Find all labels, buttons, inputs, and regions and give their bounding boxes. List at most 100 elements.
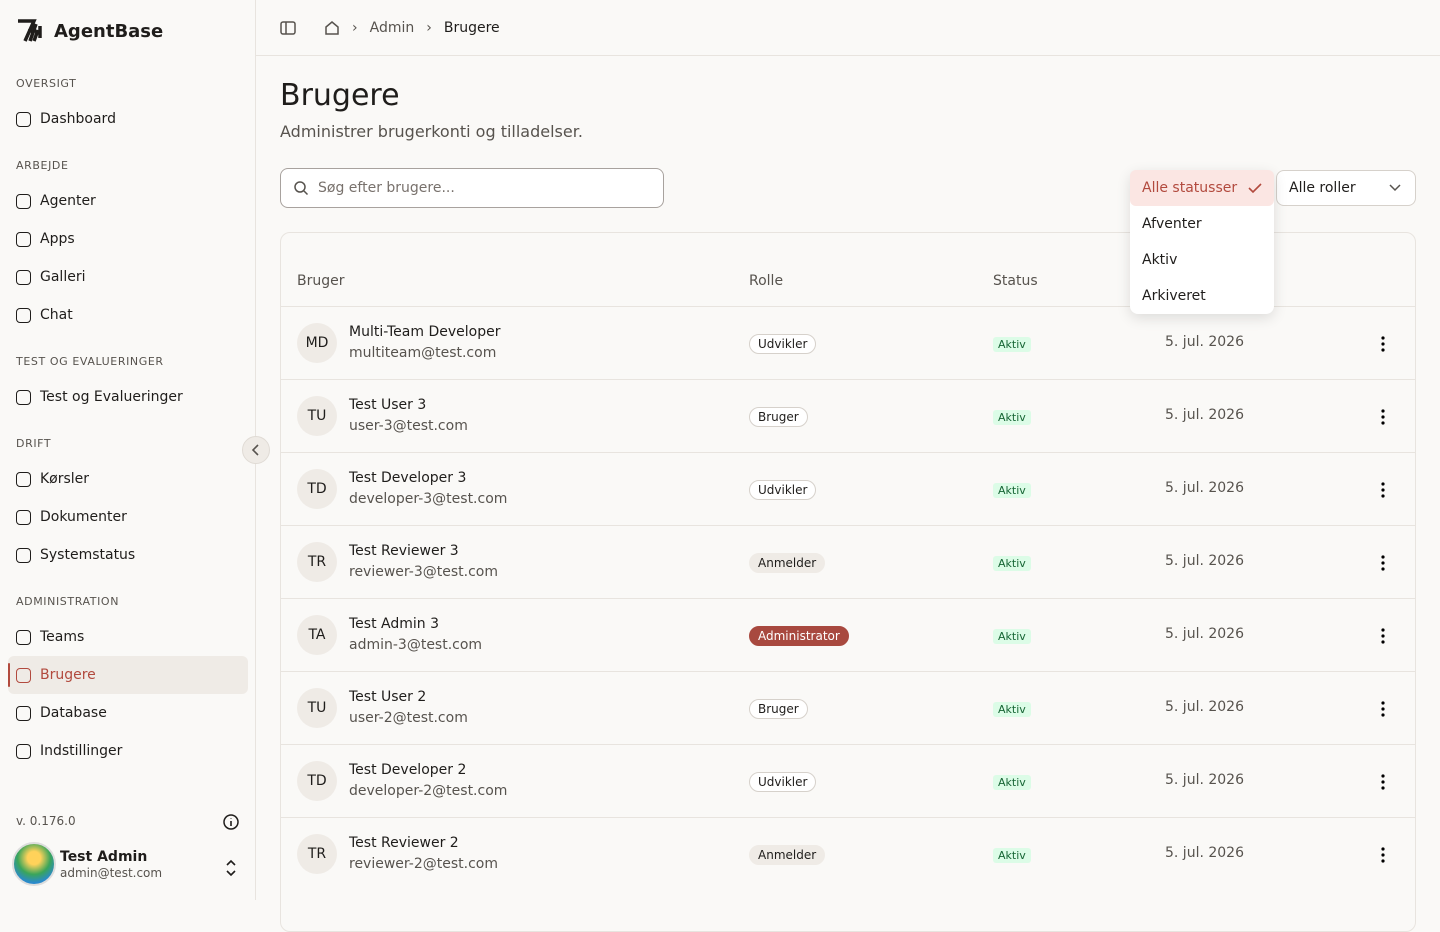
nav-item[interactable]: Agenter xyxy=(8,182,248,220)
search-placeholder: Søg efter brugere... xyxy=(318,180,455,196)
role-badge: Udvikler xyxy=(749,772,817,792)
nav-icon xyxy=(16,231,31,247)
row-actions[interactable] xyxy=(1377,408,1389,426)
section-title: ARBEJDE xyxy=(16,159,69,172)
breadcrumb-current: Brugere xyxy=(443,19,500,36)
breadcrumb-link[interactable]: Admin xyxy=(369,19,415,36)
table-row: MD Multi-Team Developer multiteam@test.com… xyxy=(281,306,1415,379)
status-badge: Aktiv xyxy=(993,337,1031,352)
nav-item[interactable]: Teams xyxy=(8,618,248,656)
row-actions[interactable] xyxy=(1377,700,1389,718)
info-icon[interactable] xyxy=(222,813,240,831)
created-date: 5. jul. 2026 xyxy=(1165,845,1244,861)
nav-item[interactable]: Dashboard xyxy=(8,100,248,138)
option-label: Aktiv xyxy=(1142,252,1178,268)
avatar: TU xyxy=(297,396,337,436)
option-label: Afventer xyxy=(1142,216,1202,232)
table-row: TR Test Reviewer 3 reviewer-3@test.com Anme… xyxy=(281,525,1415,598)
role-filter[interactable]: Alle roller xyxy=(1276,170,1416,206)
sidebar-toggle[interactable] xyxy=(280,20,296,36)
nav-icon xyxy=(16,269,31,285)
row-actions[interactable] xyxy=(1377,773,1389,791)
role-filter-label: Alle roller xyxy=(1289,180,1356,196)
user-email: developer-2@test.com xyxy=(349,783,508,799)
nav-label: Systemstatus xyxy=(40,547,136,563)
created-date: 5. jul. 2026 xyxy=(1165,772,1244,788)
status-option[interactable]: Arkiveret xyxy=(1130,278,1274,314)
nav-item[interactable]: Indstillinger xyxy=(8,732,248,770)
status-badge: Aktiv xyxy=(993,775,1031,790)
created-date: 5. jul. 2026 xyxy=(1165,553,1244,569)
nav-item[interactable]: Dokumenter xyxy=(8,498,248,536)
column-header: Status xyxy=(993,273,1038,289)
role-badge: Anmelder xyxy=(749,553,826,573)
status-option[interactable]: Afventer xyxy=(1130,206,1274,242)
status-option[interactable]: Aktiv xyxy=(1130,242,1274,278)
user-name: Test User 2 xyxy=(349,689,427,705)
avatar: TA xyxy=(297,615,337,655)
nav-label: Chat xyxy=(40,307,73,323)
nav-label: Database xyxy=(40,705,107,721)
row-actions[interactable] xyxy=(1377,554,1389,572)
row-actions[interactable] xyxy=(1377,335,1389,353)
page-subtitle: Administrer brugerkonti og tilladelser. xyxy=(280,122,583,141)
nav-item[interactable]: Test og Evalueringer xyxy=(8,378,248,416)
user-name: Test Admin xyxy=(60,849,148,865)
brand-name: AgentBase xyxy=(54,20,164,42)
nav-icon xyxy=(16,509,31,525)
nav-item[interactable]: Brugere xyxy=(8,656,248,694)
search-input[interactable]: Søg efter brugere... xyxy=(280,168,664,208)
status-option[interactable]: Alle statusser xyxy=(1130,170,1274,206)
nav-section: DRIFT Kørsler Dokumenter Systemstatus xyxy=(0,436,256,574)
brand: AgentBase xyxy=(16,18,163,44)
avatar: MD xyxy=(297,323,337,363)
table-row: TD Test Developer 2 developer-2@test.com Ud… xyxy=(281,744,1415,817)
page-title: Brugere xyxy=(280,78,400,113)
nav-item[interactable]: Kørsler xyxy=(8,460,248,498)
role-badge: Anmelder xyxy=(749,845,826,865)
collapse-button[interactable] xyxy=(242,436,270,464)
role-badge: Bruger xyxy=(749,699,808,719)
user-email: reviewer-3@test.com xyxy=(349,564,498,580)
user-name: Test Reviewer 2 xyxy=(349,835,459,851)
avatar: TR xyxy=(297,542,337,582)
row-actions[interactable] xyxy=(1377,481,1389,499)
option-label: Arkiveret xyxy=(1142,288,1206,304)
nav-label: Test og Evalueringer xyxy=(40,389,183,405)
role-badge: Udvikler xyxy=(749,480,817,500)
user-email: multiteam@test.com xyxy=(349,345,497,361)
user-menu[interactable]: Test Admin admin@test.com xyxy=(12,842,162,886)
table-row: TR Test Reviewer 2 reviewer-2@test.com Anme… xyxy=(281,817,1415,890)
avatar: TR xyxy=(297,834,337,874)
avatar: TU xyxy=(297,688,337,728)
nav-section: OVERSIGT Dashboard xyxy=(0,76,256,138)
users-table: Bruger Rolle Status MD Multi-Team Developer m… xyxy=(280,232,1416,932)
column-header: Bruger xyxy=(297,273,345,289)
user-name: Test Developer 2 xyxy=(349,762,467,778)
created-date: 5. jul. 2026 xyxy=(1165,334,1244,350)
nav-label: Kørsler xyxy=(40,471,90,487)
created-date: 5. jul. 2026 xyxy=(1165,480,1244,496)
status-badge: Aktiv xyxy=(993,848,1031,863)
nav-item[interactable]: Apps xyxy=(8,220,248,258)
nav-icon xyxy=(16,471,31,487)
column-header: Rolle xyxy=(749,273,784,289)
table-row: TU Test User 3 user-3@test.com Bruger Aktiv 5… xyxy=(281,379,1415,452)
nav-section: TEST OG EVALUERINGER Test og Evalueringer xyxy=(0,354,256,416)
nav-label: Dashboard xyxy=(40,111,116,127)
role-badge: Udvikler xyxy=(749,334,817,354)
user-name: Multi-Team Developer xyxy=(349,324,501,340)
nav-item[interactable]: Systemstatus xyxy=(8,536,248,574)
home-icon[interactable] xyxy=(324,20,340,36)
topbar: › Admin › Brugere xyxy=(256,0,1440,56)
nav-item[interactable]: Chat xyxy=(8,296,248,334)
nav-item[interactable]: Database xyxy=(8,694,248,732)
sidebar: AgentBase OVERSIGT Dashboard ARBEJDE Agente… xyxy=(0,0,256,900)
user-email: developer-3@test.com xyxy=(349,491,508,507)
row-actions[interactable] xyxy=(1377,846,1389,864)
nav-item[interactable]: Galleri xyxy=(8,258,248,296)
status-badge: Aktiv xyxy=(993,629,1031,644)
row-actions[interactable] xyxy=(1377,627,1389,645)
created-date: 5. jul. 2026 xyxy=(1165,699,1244,715)
user-name: Test Reviewer 3 xyxy=(349,543,459,559)
